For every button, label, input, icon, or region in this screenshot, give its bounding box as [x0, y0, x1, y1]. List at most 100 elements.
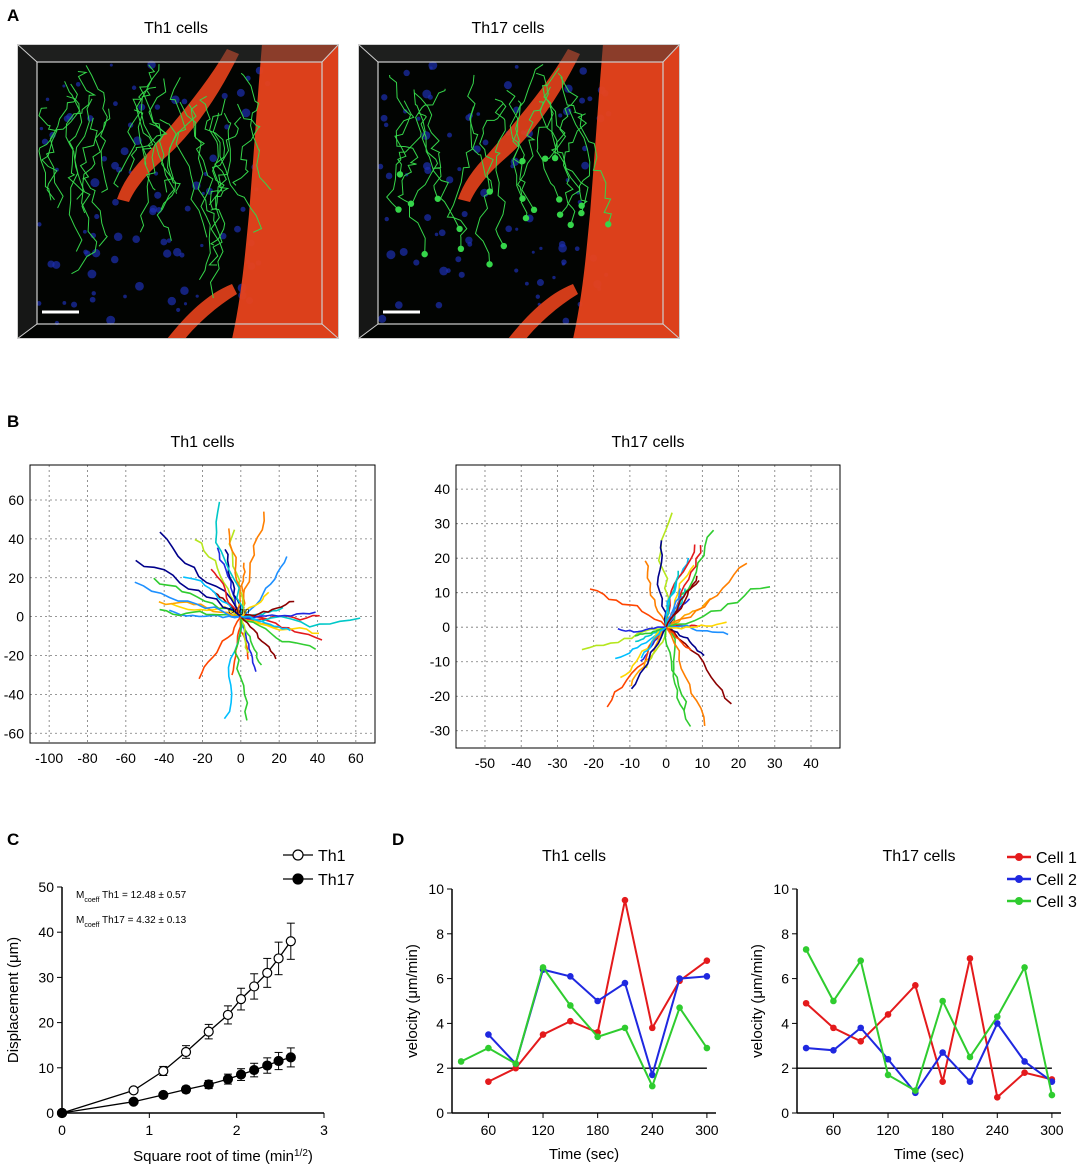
cell-track — [133, 109, 150, 233]
migration-track — [630, 626, 667, 687]
x-tick-label: 120 — [876, 1122, 900, 1138]
x-tick-label: 60 — [348, 750, 364, 766]
nucleus — [434, 232, 439, 237]
nucleus — [110, 255, 119, 264]
nucleus — [135, 281, 144, 291]
y-tick-label: 6 — [781, 971, 789, 987]
data-point — [203, 1026, 214, 1037]
nucleus — [62, 84, 66, 88]
y-tick-label: 10 — [434, 585, 450, 601]
data-point — [802, 999, 810, 1007]
nucleus — [416, 116, 421, 121]
nucleus — [154, 191, 162, 199]
y-axis-label: velocity (μm/min) — [404, 944, 421, 1058]
nucleus — [536, 279, 544, 287]
y-tick-label: 10 — [38, 1060, 54, 1076]
legend-label: Cell 2 — [1036, 872, 1077, 889]
nucleus — [558, 243, 567, 253]
cell-track — [467, 74, 494, 265]
cell-track — [209, 112, 232, 246]
migration-track — [240, 591, 270, 618]
migration-track — [665, 570, 679, 628]
cell-track — [175, 104, 208, 238]
data-point — [884, 1071, 892, 1079]
nucleus — [422, 89, 432, 99]
x-tick-label: 30 — [767, 755, 783, 770]
nucleus — [579, 97, 586, 104]
migration-track — [665, 586, 771, 628]
x-tick-label: -40 — [154, 750, 174, 766]
data-point — [512, 1060, 520, 1068]
nucleus — [552, 275, 556, 280]
data-point — [939, 1049, 946, 1056]
nucleus — [574, 246, 580, 252]
micro-title-th1: Th1 cells — [143, 20, 209, 37]
nucleus — [394, 301, 403, 309]
x-tick-label: 3 — [320, 1122, 328, 1138]
cell-dot — [519, 195, 526, 202]
y-tick-label: 10 — [773, 881, 789, 897]
grid — [30, 465, 375, 743]
nucleus — [429, 66, 433, 70]
data-point — [158, 1065, 169, 1077]
data-point — [128, 1096, 139, 1107]
tracks — [581, 512, 771, 727]
nucleus — [587, 96, 593, 102]
legend-label: Cell 1 — [1036, 850, 1077, 867]
migration-track — [170, 602, 242, 618]
y-tick-label: 8 — [436, 926, 444, 942]
cell-track — [418, 112, 461, 230]
nucleus — [380, 114, 388, 122]
nucleus — [112, 198, 119, 206]
migration-track — [664, 627, 692, 727]
nucleus — [106, 315, 116, 325]
migration-track — [159, 531, 242, 617]
cell-track — [546, 106, 589, 214]
migration-track — [589, 588, 667, 628]
nucleus — [386, 250, 396, 260]
data-point — [676, 1004, 683, 1012]
cell-track — [413, 92, 442, 199]
cell-dot — [396, 171, 404, 178]
micro-image-th1 — [17, 44, 339, 339]
cell-track — [515, 63, 544, 162]
data-point — [222, 1074, 234, 1085]
vessel-diagonal — [117, 49, 239, 202]
chart-title: Th17 cells — [612, 434, 685, 451]
nucleus — [403, 69, 410, 77]
nucleus — [90, 232, 97, 239]
vessel-diagonal — [458, 49, 580, 202]
data-point — [884, 1055, 892, 1063]
legend-marker — [1015, 875, 1023, 883]
panel-letter-b: B — [7, 412, 20, 431]
series-cell-2 — [485, 966, 711, 1079]
nucleus — [36, 301, 42, 306]
cell-track — [386, 88, 446, 210]
x-tick-label: -60 — [116, 750, 136, 766]
cell-dot — [407, 200, 415, 207]
data-point — [676, 975, 683, 982]
data-point — [222, 1009, 234, 1021]
plot-frame — [455, 464, 841, 749]
migration-track — [665, 626, 685, 712]
nucleus — [167, 296, 177, 306]
nucleus — [123, 294, 127, 299]
x-tick-label: 20 — [731, 755, 747, 770]
x-tick-label: 2 — [233, 1122, 241, 1138]
nucleus — [131, 85, 137, 90]
x-tick-label: -80 — [77, 750, 97, 766]
nucleus — [458, 271, 465, 278]
legend-label: Th1 — [318, 848, 346, 865]
cell-track — [149, 123, 177, 210]
legend-marker — [1015, 853, 1023, 861]
data-point — [485, 1044, 492, 1052]
data-point — [884, 1011, 892, 1018]
cell-dot — [434, 195, 441, 202]
y-tick-label: 0 — [16, 609, 24, 625]
migration-track — [240, 616, 250, 654]
cell-dot — [522, 214, 530, 222]
y-tick-label: -20 — [4, 648, 24, 664]
migration-track — [240, 600, 295, 618]
cell-dot — [578, 202, 585, 209]
data-point — [457, 1058, 465, 1065]
